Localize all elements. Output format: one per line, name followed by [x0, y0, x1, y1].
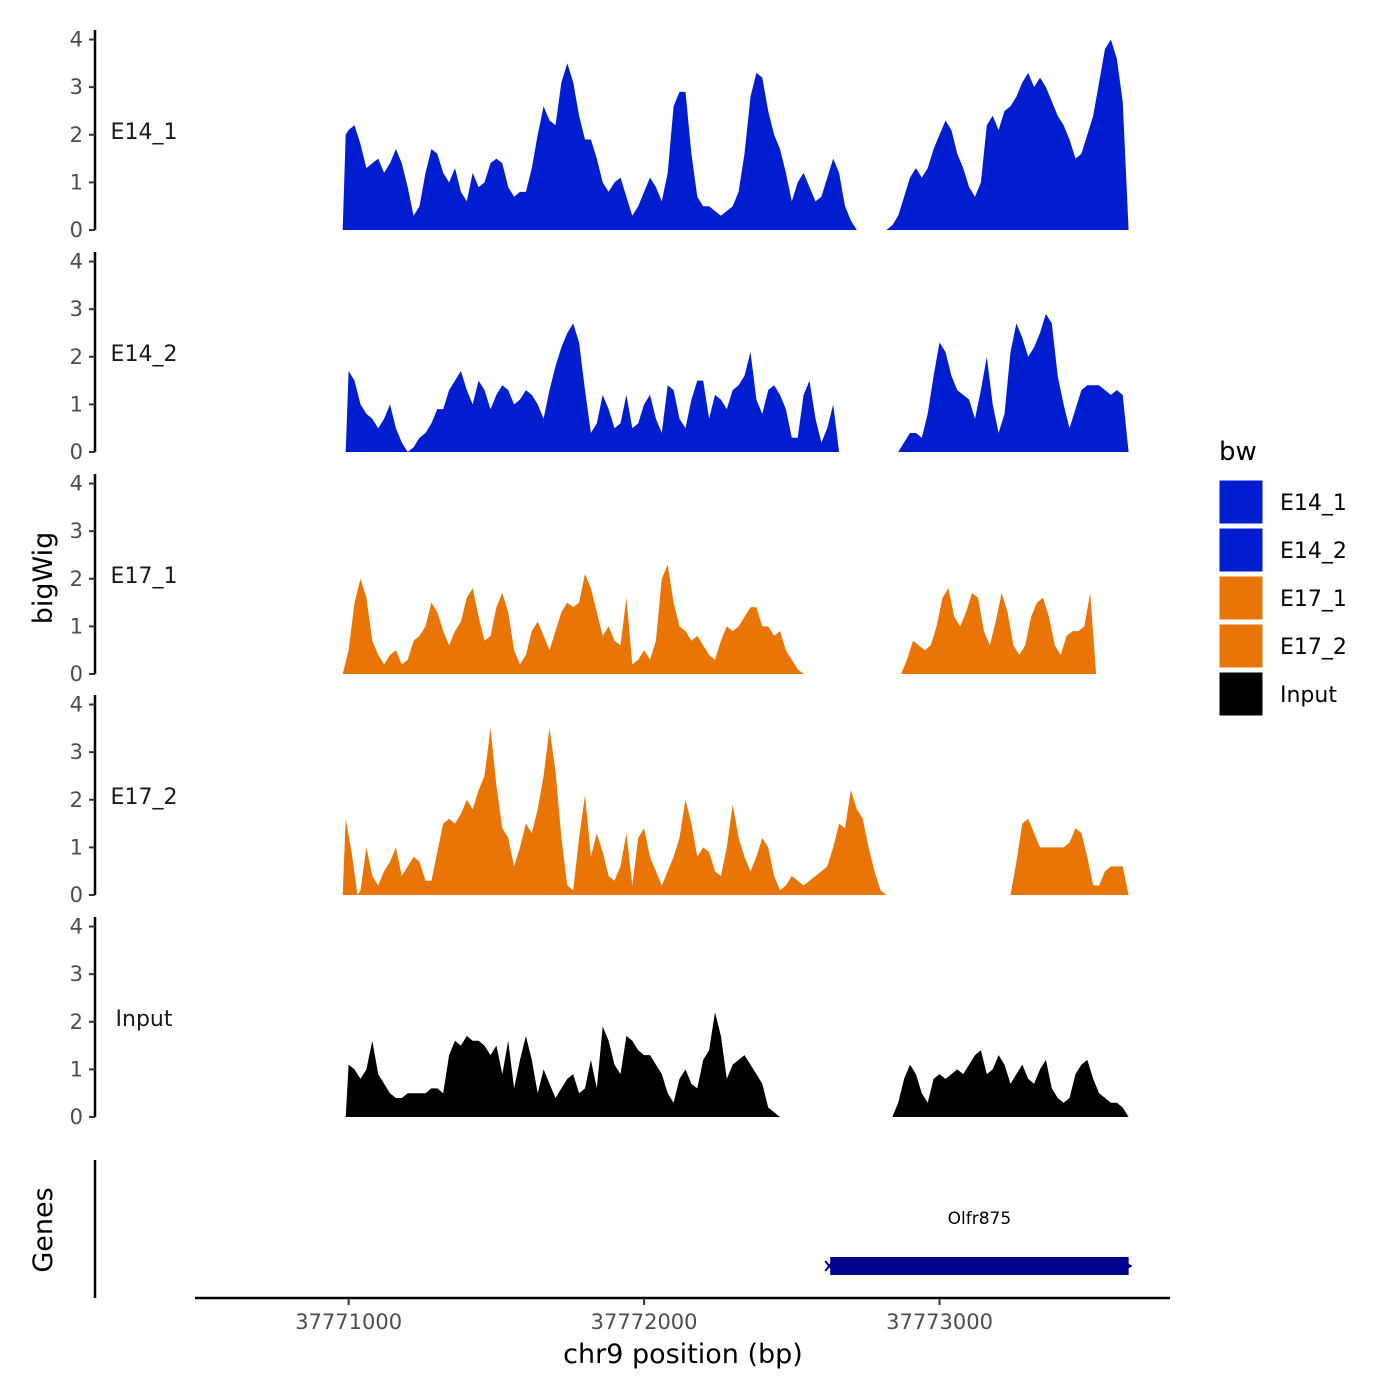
- legend-title: bw: [1219, 437, 1257, 467]
- y-tick-label: 1: [70, 392, 83, 416]
- y-tick-label: 1: [70, 1057, 83, 1081]
- legend-label: E17_1: [1280, 587, 1347, 612]
- coverage-area: [342, 564, 804, 674]
- y-tick-label: 0: [70, 218, 83, 242]
- x-axis: 37771000 37772000 37773000: [195, 1296, 1170, 1334]
- y-tick-label: 3: [70, 519, 83, 543]
- x-tick-label: 37773000: [886, 1310, 993, 1334]
- y-tick-label: 0: [70, 440, 83, 464]
- y-tick-label: 0: [70, 662, 83, 686]
- legend-swatch: [1218, 575, 1264, 621]
- legend-label: E14_2: [1280, 539, 1347, 564]
- coverage-area: [901, 588, 1097, 674]
- y-tick-label: 4: [70, 28, 83, 52]
- y-tick-label: 1: [70, 170, 83, 194]
- track-label: E14_1: [111, 120, 178, 145]
- y-tick-label: 2: [70, 345, 83, 369]
- y-tick-label: 3: [70, 297, 83, 321]
- gene-label: Olfr875: [948, 1209, 1012, 1229]
- x-tick-label: 37771000: [295, 1310, 402, 1334]
- track-e14-1: 0 1 2 3 4 E14_1: [70, 28, 1129, 242]
- y-tick-label: 0: [70, 883, 83, 907]
- y-tick-label: 1: [70, 835, 83, 859]
- x-axis-title: chr9 position (bp): [563, 1339, 803, 1370]
- coverage-area: [1010, 818, 1129, 895]
- y-tick-label: 2: [70, 123, 83, 147]
- legend-label: E17_2: [1280, 635, 1347, 660]
- legend-label: Input: [1280, 683, 1337, 708]
- track-input: 0 1 2 3 4 Input: [70, 915, 1129, 1129]
- track-label: E17_1: [111, 564, 178, 589]
- y-axis-title: bigWig: [28, 532, 59, 625]
- bigwig-tracks: 0 1 2 3 4 E14_1 0 1 2 3 4 E14_2 0 1 2 3 4 E17_1 0 1 2 3 4 E17_2…: [70, 28, 1129, 1129]
- genes-panel: Olfr875: [93, 1160, 1133, 1298]
- gene-body: [830, 1257, 1129, 1275]
- track-label: E17_2: [111, 785, 178, 810]
- legend-swatch: [1218, 671, 1264, 717]
- gene-olfr875: Olfr875: [824, 1209, 1133, 1275]
- legend-swatch: [1218, 479, 1264, 525]
- legend: bw E14_1 E14_2 E17_1 E17_2 Input: [1218, 437, 1347, 717]
- track-e17-1: 0 1 2 3 4 E17_1: [70, 472, 1097, 686]
- y-tick-label: 2: [70, 788, 83, 812]
- y-tick-label: 3: [70, 75, 83, 99]
- genes-axis-title: Genes: [28, 1187, 59, 1272]
- y-tick-label: 1: [70, 614, 83, 638]
- y-tick-label: 4: [70, 915, 83, 939]
- coverage-area: [345, 323, 840, 452]
- y-tick-label: 3: [70, 962, 83, 986]
- x-tick-label: 37772000: [591, 1310, 698, 1334]
- gene-start-mark: [824, 1260, 835, 1272]
- track-e17-2: 0 1 2 3 4 E17_2: [70, 693, 1129, 907]
- y-tick-label: 3: [70, 740, 83, 764]
- coverage-area: [342, 728, 887, 895]
- track-label: E14_2: [111, 342, 178, 367]
- coverage-area: [898, 313, 1129, 452]
- y-tick-label: 2: [70, 1010, 83, 1034]
- legend-swatch: [1218, 623, 1264, 669]
- y-tick-label: 4: [70, 693, 83, 717]
- coverage-area: [342, 63, 857, 230]
- track-label: Input: [116, 1007, 173, 1032]
- legend-label: E14_1: [1280, 491, 1347, 516]
- coverage-area: [892, 1050, 1129, 1117]
- y-tick-label: 4: [70, 250, 83, 274]
- y-tick-label: 4: [70, 472, 83, 496]
- track-e14-2: 0 1 2 3 4 E14_2: [70, 250, 1129, 464]
- gene-strand-arrow: [1125, 1262, 1133, 1270]
- coverage-area: [345, 1012, 780, 1117]
- y-tick-label: 2: [70, 567, 83, 591]
- y-tick-label: 0: [70, 1105, 83, 1129]
- coverage-area: [886, 39, 1129, 230]
- legend-swatch: [1218, 527, 1264, 573]
